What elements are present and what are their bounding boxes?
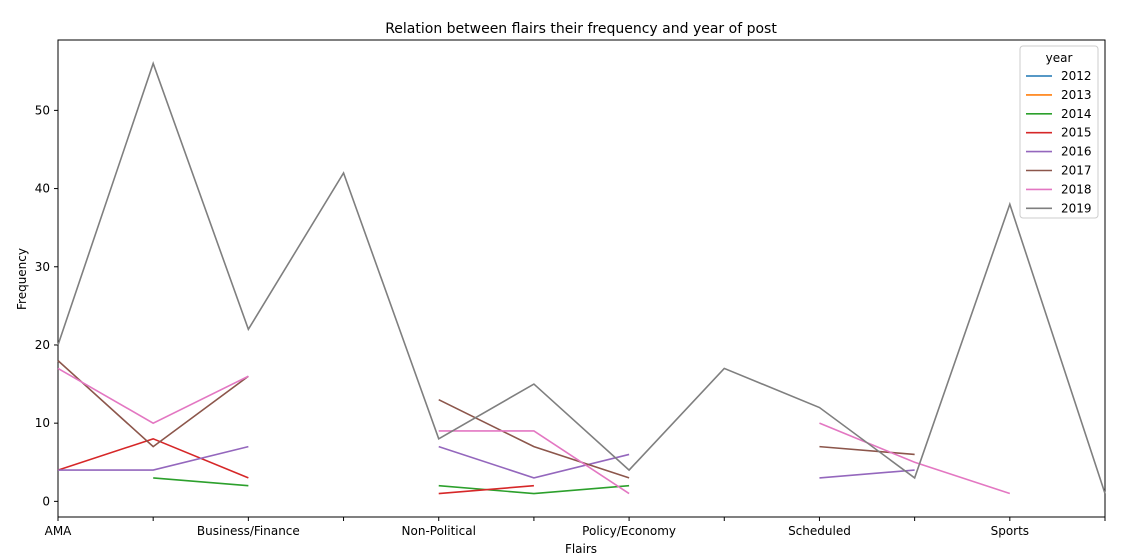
x-tick-label: Business/Finance xyxy=(197,524,300,538)
y-axis: 0 10 20 30 40 50 xyxy=(35,103,58,508)
x-axis: AMA Business/Finance Non-Political Policy/E… xyxy=(45,517,1106,538)
series-line-2016 xyxy=(58,445,249,471)
series-line-2017 xyxy=(819,445,915,456)
x-tick-label: Non-Political xyxy=(402,524,476,538)
x-tick-label: Policy/Economy xyxy=(582,524,676,538)
series-line-2014 xyxy=(438,484,630,495)
series-line-2015 xyxy=(438,484,534,495)
series-line-2015 xyxy=(57,437,249,479)
y-axis-label: Frequency xyxy=(15,248,29,310)
legend-label-2012: 2012 xyxy=(1061,69,1092,83)
series-line-2018 xyxy=(819,422,1011,495)
y-tick-label: 30 xyxy=(35,260,50,274)
legend-label-2019: 2019 xyxy=(1061,201,1092,215)
legend-title: year xyxy=(1046,51,1073,65)
series-line-2018 xyxy=(57,367,249,425)
legend-label-2016: 2016 xyxy=(1061,145,1092,159)
y-tick-label: 20 xyxy=(35,338,50,352)
series-line-2016 xyxy=(819,469,915,479)
legend-label-2018: 2018 xyxy=(1061,182,1092,196)
series-line-2018 xyxy=(438,430,630,495)
legend-label-2015: 2015 xyxy=(1061,126,1092,140)
series-line-2016 xyxy=(438,445,630,479)
y-tick-label: 10 xyxy=(35,416,50,430)
y-tick-label: 0 xyxy=(42,494,50,508)
y-tick-label: 40 xyxy=(35,182,50,196)
series-lines xyxy=(57,61,1106,495)
chart-title: Relation between flairs their frequency … xyxy=(385,21,777,37)
series-line-2014 xyxy=(153,477,249,487)
x-axis-label: Flairs xyxy=(565,542,597,556)
legend-label-2017: 2017 xyxy=(1061,164,1092,178)
series-line-2017 xyxy=(438,398,630,479)
legend-label-2013: 2013 xyxy=(1061,88,1092,102)
x-tick-label: Sports xyxy=(991,524,1029,538)
legend-box xyxy=(1019,45,1099,219)
y-tick-label: 50 xyxy=(35,103,50,117)
legend-label-2014: 2014 xyxy=(1061,107,1092,121)
plot-frame xyxy=(57,39,1106,518)
x-tick-label: AMA xyxy=(45,524,73,538)
series-line-2019 xyxy=(57,61,1106,494)
series-line-2017 xyxy=(57,360,249,448)
legend: year 2012 2013 2014 2015 2016 2017 2018 2019 xyxy=(1019,45,1099,219)
x-tick-label: Scheduled xyxy=(788,524,851,538)
